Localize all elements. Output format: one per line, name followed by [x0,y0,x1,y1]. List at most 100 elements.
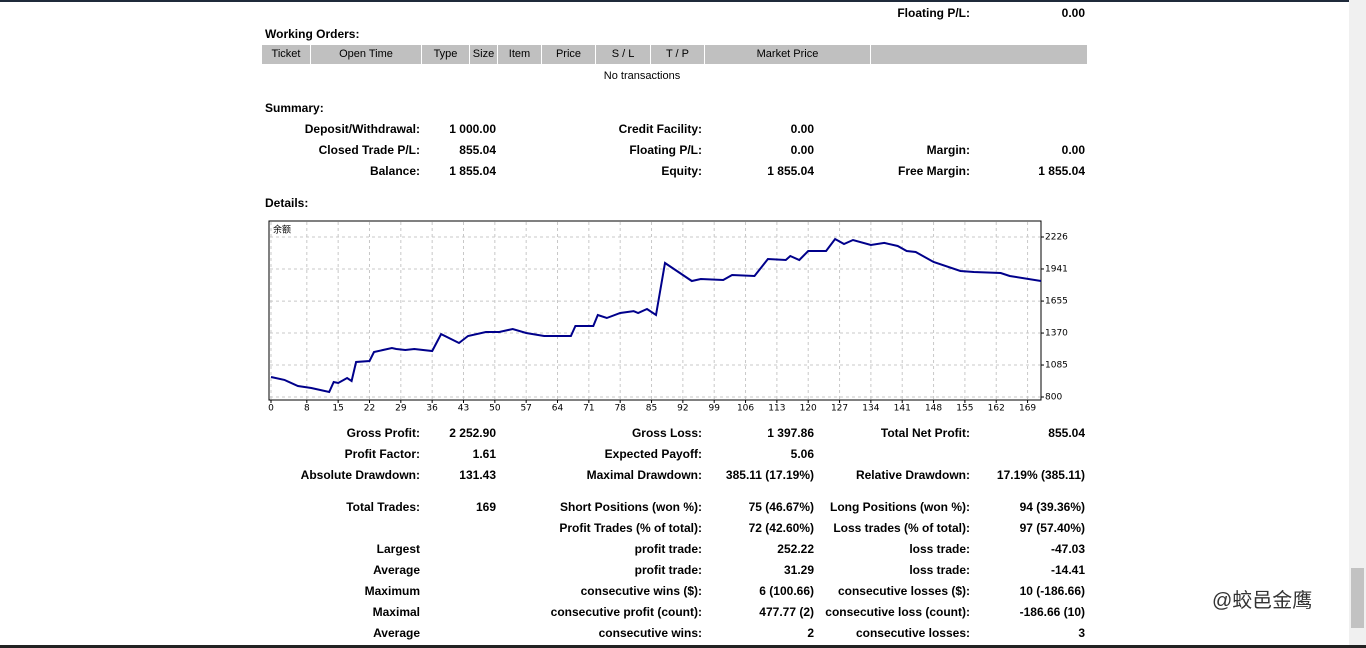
stat-label: Largest [376,542,420,556]
stat-label: Closed Trade P/L: [318,143,420,157]
stat-value: -14.41 [1050,563,1085,577]
stat-label: Profit Factor: [344,447,420,461]
stat-label: Short Positions (won %): [560,500,702,514]
column-header: Ticket [262,45,311,64]
stat-value: 252.22 [777,542,814,556]
x-tick-label: 78 [614,404,626,414]
stat-value: 1 855.04 [449,164,496,178]
stat-label: consecutive wins: [598,626,702,640]
stat-label: consecutive losses: [855,626,970,640]
column-header: Price [542,45,596,64]
y-tick-label: 2226 [1045,233,1068,243]
stat-label: Floating P/L: [629,143,702,157]
stat-label: Gross Profit: [346,426,420,440]
stat-label: Average [373,626,420,640]
y-tick-label: 1085 [1045,361,1068,371]
x-tick-label: 134 [862,404,879,414]
y-tick-label: 1941 [1045,264,1068,274]
stat-label: Maximal Drawdown: [586,468,702,482]
column-header: S / L [596,45,651,64]
stat-value: 0.00 [1061,143,1085,157]
x-tick-label: 50 [489,404,501,414]
empty-text: No transactions [603,70,681,82]
section-title: Working Orders: [265,27,360,41]
stat-label: consecutive wins ($): [580,584,702,598]
x-tick-label: 127 [831,404,848,414]
section-title: Details: [265,196,309,210]
table-header-filler [871,45,1087,64]
x-tick-label: 22 [364,404,375,414]
stat-value: 855.04 [459,143,496,157]
x-tick-label: 148 [925,404,942,414]
stat-label: Credit Facility: [618,122,702,136]
stat-value: 10 (-186.66) [1019,584,1085,598]
scroll-thumb[interactable] [1351,568,1364,628]
y-tick-label: 1370 [1045,329,1068,339]
stat-value: 1 855.04 [1038,164,1085,178]
stat-value: 1 855.04 [767,164,814,178]
stat-value: 131.43 [459,468,496,482]
stat-label: Loss trades (% of total): [833,521,970,535]
stat-label: Balance: [369,164,420,178]
x-tick-label: 57 [520,404,531,414]
stat-value: 3 [1078,626,1085,640]
x-tick-label: 162 [988,404,1005,414]
stat-label: Maximum [364,584,420,598]
x-tick-label: 169 [1019,404,1036,414]
column-header: T / P [651,45,705,64]
watermark: @蛟邑金鹰 [1212,590,1313,612]
x-tick-label: 15 [332,404,343,414]
stat-value: 94 (39.36%) [1019,500,1085,514]
stat-value: 0.00 [1061,6,1085,20]
stat-value: 75 (46.67%) [748,500,814,514]
stat-value: 2 252.90 [449,426,496,440]
x-tick-label: 120 [800,404,817,414]
x-tick-label: 71 [583,404,594,414]
stat-value: 1 397.86 [767,426,814,440]
stat-label: Profit Trades (% of total): [559,521,702,535]
stat-label: Average [373,563,420,577]
x-tick-label: 43 [458,404,469,414]
stat-value: 1.61 [472,447,496,461]
x-tick-label: 92 [677,404,688,414]
scrollbar[interactable] [1349,0,1366,645]
column-header: Open Time [311,45,422,64]
stat-label: profit trade: [634,542,702,556]
x-tick-label: 141 [894,404,911,414]
stat-label: consecutive losses ($): [837,584,970,598]
stat-value: 1 000.00 [449,122,496,136]
stat-value: -186.66 (10) [1019,605,1085,619]
stat-value: 17.19% (385.11) [996,468,1085,482]
stat-label: Absolute Drawdown: [300,468,420,482]
stat-value: 5.06 [790,447,814,461]
stat-value: 0.00 [790,122,814,136]
column-header: Item [498,45,542,64]
x-tick-label: 0 [268,404,274,414]
x-tick-label: 99 [708,404,720,414]
stat-value: 169 [475,500,496,514]
column-header: Market Price [705,45,871,64]
stat-value: 97 (57.40%) [1019,521,1085,535]
x-tick-label: 155 [956,404,973,414]
x-tick-label: 8 [304,404,310,414]
x-tick-label: 106 [737,404,754,414]
stat-value: 385.11 (17.19%) [725,468,814,482]
stat-value: 6 (100.66) [759,584,814,598]
stat-label: Total Net Profit: [880,426,970,440]
stat-label: Long Positions (won %): [830,500,970,514]
stat-value: 2 [807,626,814,640]
balance-line [270,237,1042,394]
stat-label: Maximal [372,605,420,619]
stat-label: Deposit/Withdrawal: [304,122,420,136]
column-header: Type [422,45,470,64]
stat-label: Relative Drawdown: [855,468,970,482]
stat-value: 0.00 [790,143,814,157]
stat-value: -47.03 [1050,542,1085,556]
bottom-bar [0,645,1366,648]
stat-label: consecutive loss (count): [825,605,970,619]
stat-value: 855.04 [1048,426,1085,440]
stat-label: profit trade: [634,563,702,577]
stat-value: 477.77 (2) [759,605,814,619]
